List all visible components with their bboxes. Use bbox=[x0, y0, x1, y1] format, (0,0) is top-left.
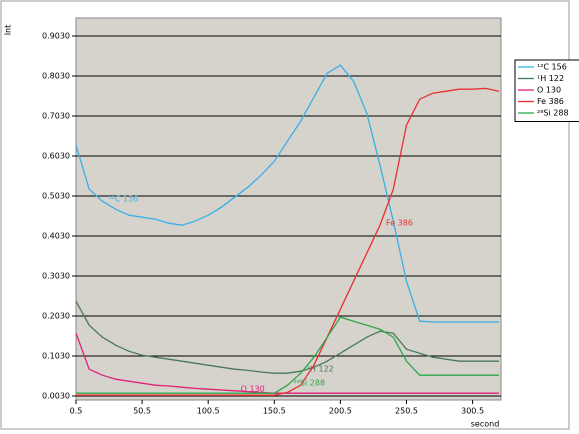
y-tick-label: 0.6030 bbox=[42, 152, 70, 161]
y-tick-label: 0.7030 bbox=[42, 112, 70, 121]
series-line bbox=[75, 300, 499, 374]
x-tick-label: 150.5 bbox=[263, 407, 286, 416]
x-tick-label: 100.5 bbox=[197, 407, 220, 416]
y-tick-label: 0.3030 bbox=[42, 272, 70, 281]
y-tick-label: 0.4030 bbox=[42, 232, 70, 241]
x-tick-label: 250.5 bbox=[395, 407, 418, 416]
y-axis-label: Int bbox=[4, 25, 13, 36]
series-line bbox=[76, 316, 499, 394]
series-line bbox=[75, 332, 499, 394]
series-annotation: ²⁸Si 288 bbox=[294, 379, 326, 388]
series-annotation: O 130 bbox=[241, 384, 265, 393]
series-line bbox=[75, 64, 499, 323]
legend-box bbox=[514, 59, 579, 122]
legend-label: ²⁸Si 288 bbox=[537, 109, 569, 118]
x-axis-label: second bbox=[471, 420, 500, 429]
series-line bbox=[76, 87, 500, 396]
plot-area bbox=[75, 17, 502, 401]
x-tick-label: 300.5 bbox=[461, 407, 484, 416]
y-tick-label: 0.5030 bbox=[42, 192, 70, 201]
series-annotation: ¹H 122 bbox=[307, 365, 334, 374]
x-tick-label: 50.5 bbox=[133, 407, 151, 416]
legend-label: ¹²C 156 bbox=[537, 63, 567, 72]
x-tick-label: 200.5 bbox=[329, 407, 352, 416]
legend-label: Fe 386 bbox=[537, 97, 564, 106]
y-tick-label: 0.9030 bbox=[42, 32, 70, 41]
y-tick-label: 0.1030 bbox=[42, 352, 70, 361]
y-tick-label: 0.0030 bbox=[42, 392, 70, 401]
y-tick-label: 0.2030 bbox=[42, 312, 70, 321]
frame bbox=[0, 0, 570, 430]
series-annotation: ¹²C 156 bbox=[108, 195, 138, 204]
legend-label: ¹H 122 bbox=[537, 74, 564, 83]
legend-label: O 130 bbox=[537, 86, 561, 95]
x-tick-label: 0.5 bbox=[70, 407, 83, 416]
series-annotation: Fe 386 bbox=[386, 219, 413, 228]
y-tick-label: 0.8030 bbox=[42, 72, 70, 81]
